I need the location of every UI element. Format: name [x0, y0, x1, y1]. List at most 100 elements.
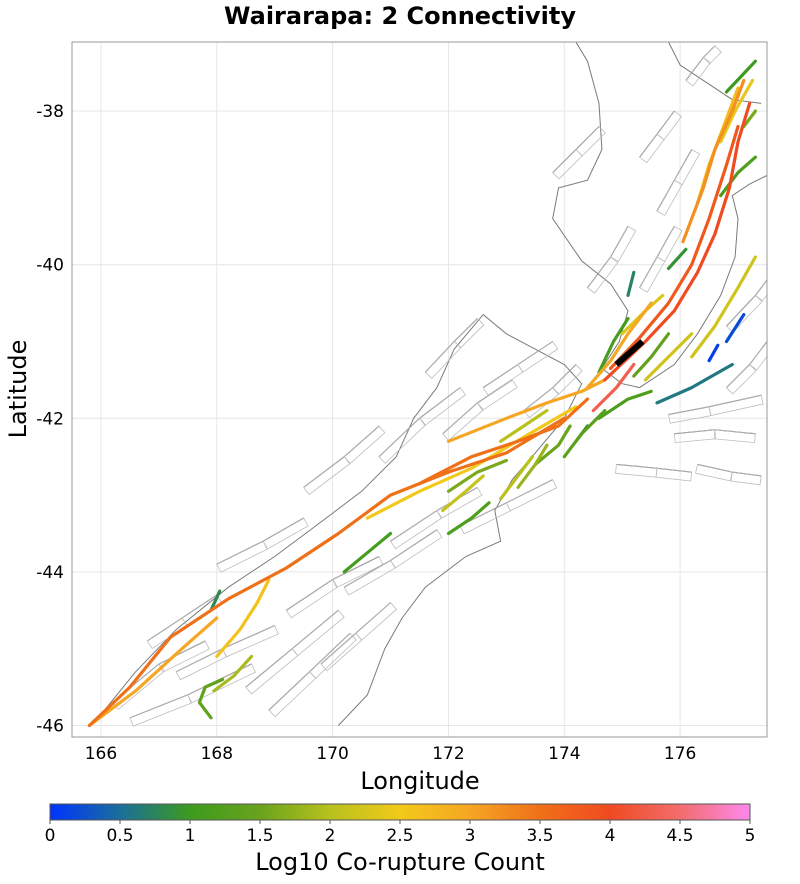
rupture-palliser	[597, 389, 653, 420]
rupture-layer	[87, 59, 758, 728]
colorbar-tick-label-1: 0.5	[106, 826, 133, 846]
regional-fault-surface-15-0	[586, 256, 619, 294]
colorbar	[49, 803, 751, 821]
regional-fault-surface-10-1	[453, 317, 485, 349]
rupture-ruahine	[681, 78, 746, 244]
rupture-wairarapa-north	[603, 101, 752, 382]
rupture-wairarapa-offshore	[655, 362, 734, 405]
regional-fault-surface-22-1	[730, 471, 762, 486]
rupture-clarence	[446, 458, 508, 493]
regional-fault-surface-26-1	[262, 517, 309, 550]
regional-fault-surface-19-1	[749, 340, 767, 371]
coastline-1	[601, 174, 767, 389]
regional-fault-surface-7-1	[389, 529, 443, 569]
y-tick-label-0: -38	[36, 102, 64, 122]
regional-fault-surface-4-0	[268, 671, 317, 718]
regional-fault-surface-3-1	[291, 609, 345, 657]
rupture-lake-heron	[215, 577, 271, 659]
coastline-0	[94, 313, 583, 726]
regional-fault-surface-2-1	[222, 625, 279, 658]
colorbar-tick-label-4: 2	[325, 826, 336, 846]
rupture-wairarapa-south	[591, 362, 636, 413]
rupture-east-coast	[742, 109, 758, 129]
regional-fault-surface-25-0	[146, 617, 188, 650]
coastline-2	[552, 42, 629, 369]
rupture-kaikoura	[533, 424, 572, 466]
regional-fault-surface-16-0	[639, 256, 666, 293]
coastline-3	[668, 42, 762, 104]
regional-fault-surface-11-1	[476, 379, 518, 411]
regional-fault-11	[442, 379, 513, 435]
x-tick-label-3: 172	[432, 744, 464, 764]
target-fault-layer	[614, 339, 645, 367]
coastline-layer	[94, 42, 767, 726]
rupture-hawkes-bay	[719, 155, 758, 198]
regional-fault-surface-20-1	[713, 429, 756, 444]
y-tick-label-4: -46	[36, 716, 64, 736]
regional-fault-surface-21-1	[655, 467, 693, 482]
rupture-kapiti	[626, 270, 636, 297]
regional-fault-surface-22-0	[695, 463, 733, 482]
regional-fault-surface-16-1	[656, 225, 683, 263]
chart-title: Wairarapa: 2 Connectivity	[224, 2, 576, 30]
regional-fault-surface-17-1	[673, 148, 701, 186]
rupture-jordan	[499, 455, 535, 501]
regional-fault-surface-1-1	[187, 663, 256, 704]
regional-fault-9	[378, 387, 461, 458]
colorbar-tick-label-3: 1.5	[246, 826, 273, 846]
regional-fault-surface-24-1	[754, 279, 767, 302]
regional-fault-surface-15-1	[610, 225, 637, 263]
target-fault	[614, 339, 645, 367]
regional-fault-surface-8-1	[436, 486, 483, 519]
regional-fault-surface-12-0	[482, 363, 524, 396]
rupture-kekerengu	[516, 443, 549, 489]
x-tick-label-0: 166	[85, 744, 117, 764]
colorbar-tick-label-0: 0	[45, 826, 56, 846]
colorbar-ticks: 0 0.5 1 1.5 2 2.5 3 3.5 4 4.5 5	[45, 820, 756, 846]
x-tick-label-5: 176	[664, 744, 696, 764]
rupture-huangarua	[643, 332, 694, 382]
regional-fault-surface-1-0	[129, 694, 192, 727]
y-tick-label-2: -42	[36, 409, 64, 429]
rupture-culverden	[446, 501, 491, 536]
plot-frame	[71, 41, 768, 738]
rupture-nelson	[499, 409, 549, 443]
rupture-porters-pass	[342, 531, 393, 574]
y-tick-label-1: -40	[36, 256, 64, 276]
regional-fault-surface-29-0	[639, 133, 665, 164]
regional-fault-1	[129, 663, 252, 719]
regional-fault-surface-9-1	[418, 387, 467, 427]
rupture-cape-campbell	[562, 409, 607, 459]
rupture-martinborough	[632, 332, 671, 378]
rupture-milford	[209, 589, 222, 612]
regional-fault-surface-21-0	[615, 463, 658, 478]
rupture-manawatu	[666, 247, 688, 271]
colorbar-tick-label-10: 5	[745, 826, 756, 846]
rupture-hope-west	[441, 474, 485, 513]
regional-fault-surface-18-1	[702, 45, 722, 65]
rupture-ohariu	[585, 301, 653, 390]
rupture-poroutawhao	[597, 316, 630, 374]
regional-fault-surface-26-0	[216, 540, 268, 573]
x-tick-label-4: 174	[548, 744, 580, 764]
rupture-raukumara	[724, 59, 758, 94]
x-tick-label-2: 170	[316, 744, 348, 764]
regional-fault-surface-27-1	[343, 425, 386, 465]
regional-fault-surface-12-1	[517, 340, 559, 373]
regional-fault-surface-23-1	[708, 394, 764, 417]
colorbar-tick-label-6: 3	[465, 826, 476, 846]
regional-fault-surface-13-1	[552, 363, 583, 395]
regional-fault-surface-19-0	[725, 363, 757, 395]
regional-fault-surface-3-0	[245, 648, 299, 695]
regional-fault-surface-17-0	[656, 179, 683, 216]
colorbar-tick-label-8: 4	[605, 826, 616, 846]
regional-fault-surface-28-1	[575, 125, 606, 157]
colorbar-tick-label-7: 3.5	[526, 826, 553, 846]
rupture-wellington-mohaka	[608, 124, 740, 370]
regional-faults-layer	[111, 45, 767, 727]
regional-fault-surface-28-0	[552, 148, 583, 180]
rupture-alpine-west	[87, 616, 219, 728]
regional-fault-surface-4-1	[308, 632, 357, 679]
